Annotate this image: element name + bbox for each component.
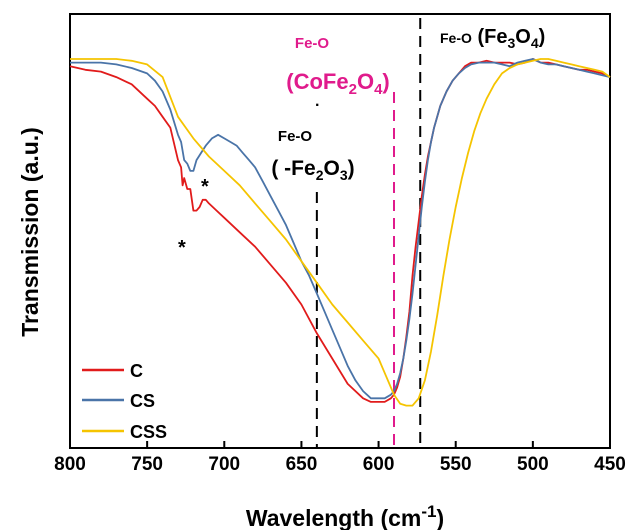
- legend-label-cs: CS: [130, 391, 155, 411]
- annotation-fe3o4-suffix: ): [539, 26, 546, 48]
- x-tick-label-750: 750: [131, 454, 163, 475]
- plot-frame: [69, 13, 611, 449]
- x-tick-label-800: 800: [54, 454, 86, 475]
- annotation-cofe2o4-line1: Fe-O: [295, 35, 330, 52]
- annotation-cofe2o4-sub2: 4: [374, 81, 383, 98]
- x-tick-label-700: 700: [208, 454, 240, 475]
- x-tick-label-450: 450: [594, 454, 626, 475]
- annotation-cofe2o4: Fe-O (CoFe2O4): [286, 35, 389, 98]
- annotation-fe2o3-line2: ( -Fe2O3): [271, 157, 354, 183]
- series-line-c: [69, 58, 611, 403]
- annotation-fe3o4-line: Fe-O (Fe3O4): [440, 26, 545, 51]
- annotation-dot: ·: [315, 97, 320, 114]
- legend-label-c: C: [130, 361, 143, 381]
- annotation-star-c: *: [178, 237, 186, 259]
- legend-label-css: CSS: [130, 422, 167, 442]
- annotation-fe3o4-mid: O: [515, 26, 531, 48]
- x-axis-title-end: ): [436, 505, 444, 530]
- annotation-cofe2o4-sub1: 2: [349, 81, 357, 98]
- annotation-fe3o4-sub2: 4: [531, 35, 539, 51]
- legend: C CS CSS: [82, 361, 167, 442]
- annotation-fe2o3-suffix: ): [348, 157, 355, 180]
- annotation-fe2o3-prefix: ( -Fe: [271, 157, 315, 180]
- x-axis-title: Wavelength (cm-1): [246, 502, 444, 530]
- annotation-fe3o4: Fe-O (Fe3O4): [440, 26, 545, 51]
- x-axis-title-main: Wavelength (cm: [246, 505, 422, 530]
- annotation-cofe2o4-prefix: (CoFe: [286, 69, 348, 94]
- annotation-star-cs: *: [201, 176, 209, 198]
- x-tick-label-500: 500: [517, 454, 549, 475]
- annotation-cofe2o4-suffix: ): [382, 69, 389, 94]
- annotation-cofe2o4-line2: (CoFe2O4): [286, 69, 389, 98]
- series-line-cs: [70, 58, 611, 400]
- x-tick-label-600: 600: [363, 454, 395, 475]
- x-axis-title-sup: -1: [421, 502, 436, 521]
- annotation-cofe2o4-mid: O: [357, 69, 374, 94]
- annotation-fe2o3-sub1: 2: [316, 167, 324, 183]
- series-line-css: [70, 58, 611, 407]
- annotation-fe2o3-sub2: 3: [340, 167, 348, 183]
- annotation-fe2o3-line1: Fe-O: [278, 128, 313, 145]
- annotation-fe2o3: Fe-O ( -Fe2O3): [271, 128, 354, 183]
- annotation-fe3o4-sub1: 3: [507, 35, 515, 51]
- annotation-fe3o4-prefix: (Fe: [477, 26, 507, 48]
- annotation-fe3o4-label: Fe-O: [440, 30, 472, 46]
- annotation-fe2o3-mid: O: [323, 157, 339, 180]
- y-axis-title: Transmission (a.u.): [17, 127, 43, 337]
- x-tick-label-650: 650: [286, 454, 318, 475]
- x-tick-label-550: 550: [440, 454, 472, 475]
